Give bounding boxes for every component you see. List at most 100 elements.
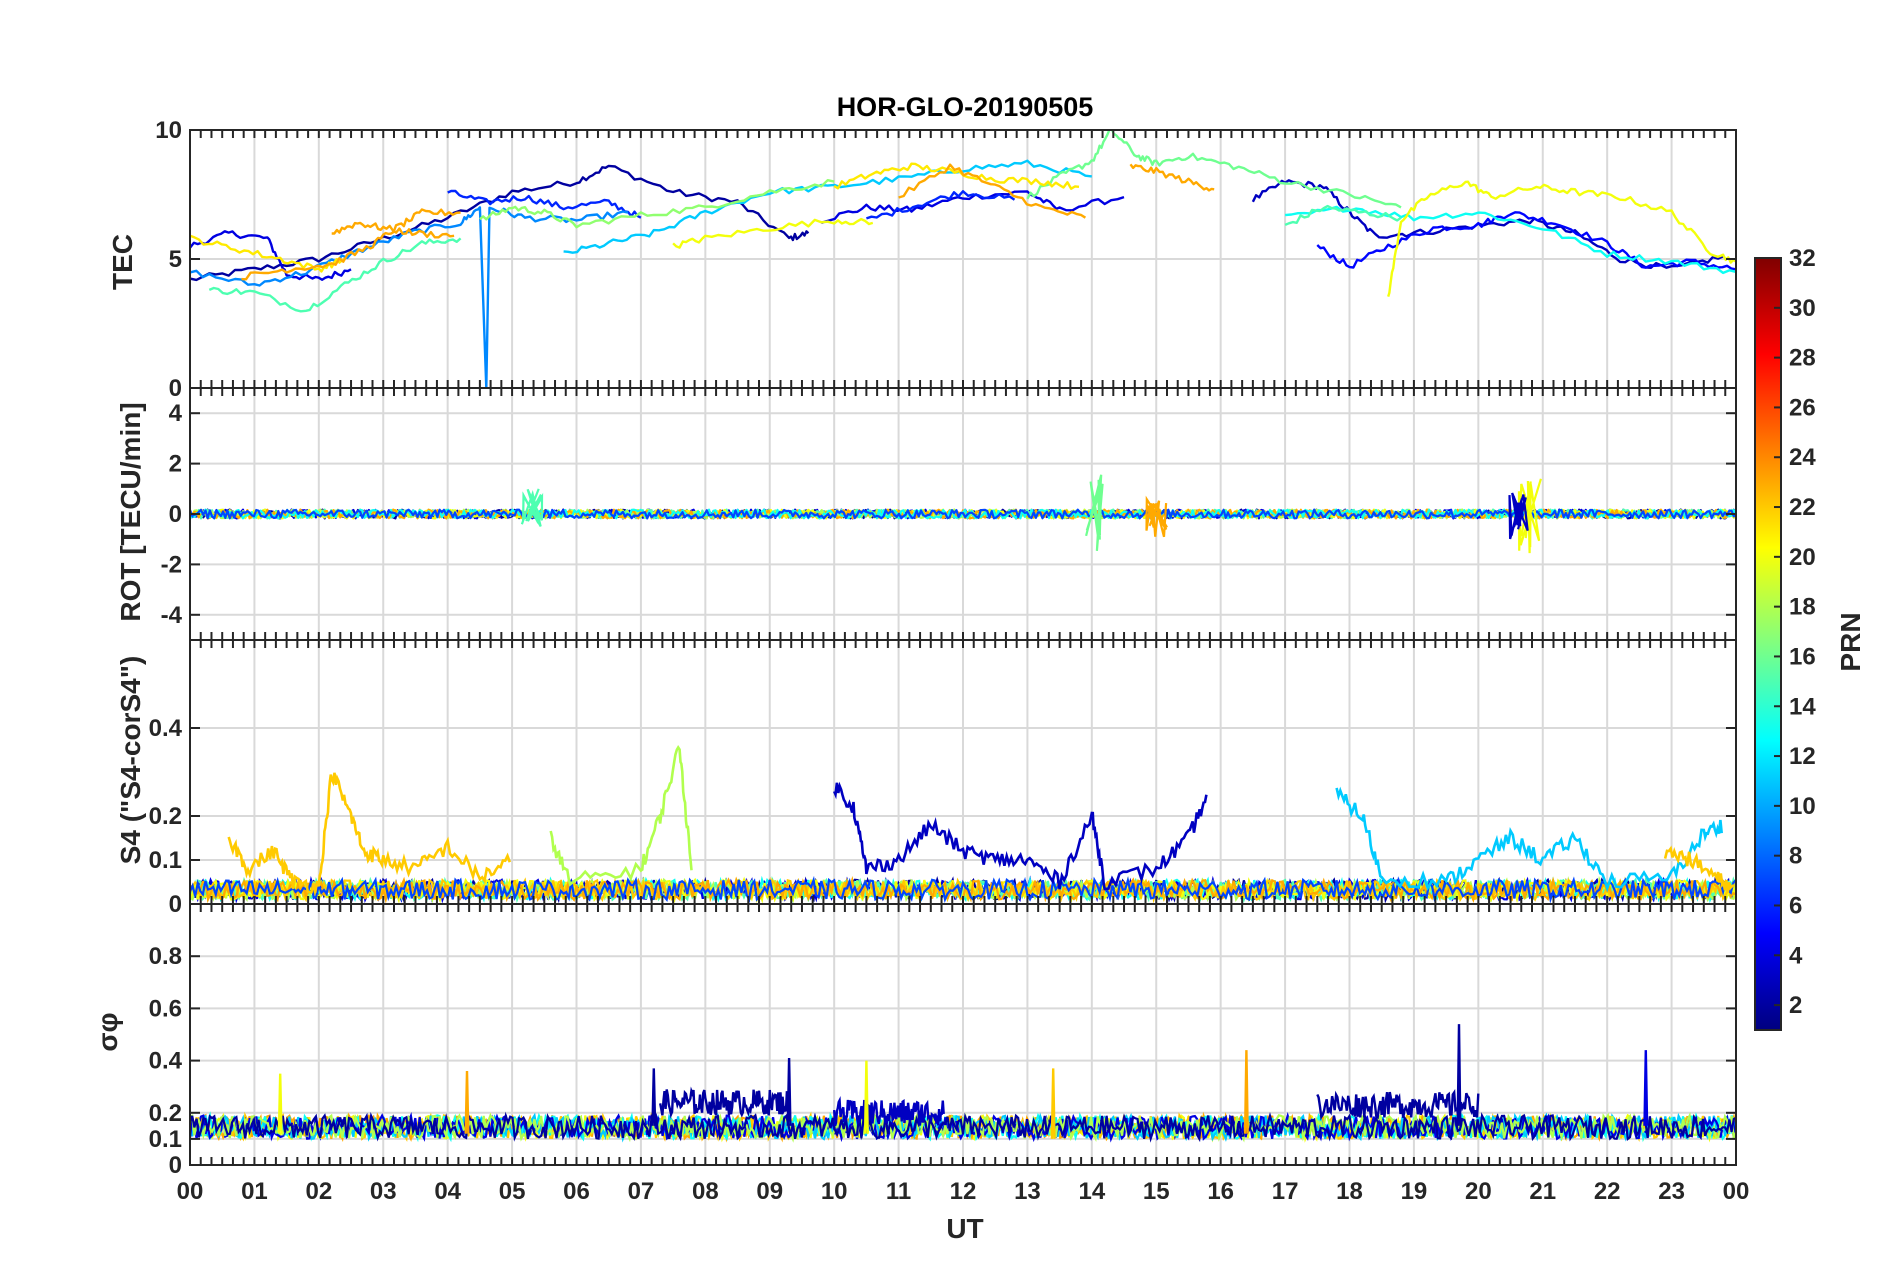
y-tick-label: 0.6: [149, 995, 182, 1022]
tec-ylabel: TEC: [107, 234, 138, 290]
tec-series-23: [1129, 163, 1215, 192]
colorbar-tick-label: 28: [1789, 345, 1816, 372]
x-tick-label: 01: [241, 1178, 268, 1205]
colorbar-tick-label: 12: [1789, 743, 1816, 770]
colorbar-tick-label: 20: [1789, 544, 1816, 571]
x-tick-label: 08: [692, 1178, 719, 1205]
panel-s4: 0 0.1 0.2 0.4: [149, 639, 1737, 918]
tec-series-13: [1284, 205, 1736, 275]
sigma-spike: [1050, 1068, 1056, 1139]
colorbar-tick-label: 16: [1789, 643, 1816, 670]
tec-series-15: [208, 237, 462, 313]
y-tick-label: 0.2: [149, 803, 182, 830]
x-tick-label: 00: [1723, 1178, 1750, 1205]
x-tick-label: 19: [1401, 1178, 1428, 1205]
rot-spike: [1517, 478, 1542, 554]
x-tick-label: 07: [628, 1178, 655, 1205]
y-tick-label: 5: [169, 246, 182, 273]
tec-series-6: [866, 190, 1016, 220]
x-tick-label: 11: [886, 1178, 911, 1205]
rot-spike: [1508, 492, 1529, 540]
colorbar-tick-label: 22: [1789, 494, 1816, 521]
colorbar-tick-label: 2: [1789, 992, 1802, 1019]
colorbar-tick-label: 6: [1789, 892, 1802, 919]
tec-series-4: [820, 190, 1125, 225]
colorbar-label: PRN: [1835, 612, 1866, 671]
y-tick-label: 0.4: [149, 1048, 183, 1075]
x-tick-label: 02: [305, 1178, 332, 1205]
y-tick-label: 0.8: [149, 943, 182, 970]
colorbar-tick-label: 32: [1789, 245, 1816, 272]
sigma-spike: [1643, 1050, 1649, 1126]
colorbar-tick-label: 4: [1789, 942, 1803, 969]
x-tick-label: 21: [1529, 1178, 1556, 1205]
colorbar-tick-label: 26: [1789, 394, 1816, 421]
sigma-spike: [786, 1057, 792, 1126]
y-tick-label: 10: [155, 117, 182, 144]
sigma-spike: [277, 1073, 283, 1134]
data-layer: [190, 1024, 1736, 1143]
x-tick-label: 06: [563, 1178, 590, 1205]
data-layer: [190, 130, 1736, 388]
x-tick-label: 05: [499, 1178, 526, 1205]
y-tick-label: 0: [169, 375, 182, 402]
sigma-block-3: [833, 1096, 945, 1127]
colorbar-tick-label: 18: [1789, 594, 1816, 621]
rot-spike: [1145, 495, 1168, 538]
colorbar-bar: [1754, 257, 1782, 1031]
y-tick-label: 2: [169, 451, 182, 478]
y-tick-label: 0.4: [149, 715, 183, 742]
tec-series-6: [447, 189, 642, 219]
tec-series-23: [241, 208, 461, 281]
colorbar-tick-label: 10: [1789, 793, 1816, 820]
tec-series-20: [672, 217, 874, 249]
x-tick-label: 15: [1143, 1178, 1170, 1205]
x-tick-label: 17: [1272, 1178, 1299, 1205]
tec-series-23: [898, 163, 1087, 219]
x-tick-label: 03: [370, 1178, 397, 1205]
x-tick-label: 00: [177, 1178, 204, 1205]
x-tick-label: 12: [950, 1178, 977, 1205]
y-tick-label: 0: [169, 1152, 182, 1179]
tec-series-17: [479, 179, 835, 229]
panel-rot: -4 -2 0 2 4: [161, 387, 1737, 641]
tec-series-20: [1387, 180, 1736, 297]
tec-series-2: [190, 164, 810, 282]
y-tick-label: 0.1: [149, 1126, 182, 1153]
tec-series-9: [190, 206, 629, 388]
colorbar-tick-label: 30: [1789, 295, 1816, 322]
s4-series-22: [1663, 845, 1735, 893]
rot-ylabel: ROT [TECU/min]: [115, 402, 146, 621]
sigma-spike: [1456, 1024, 1462, 1126]
y-tick-label: 0.2: [149, 1100, 182, 1127]
y-tick-label: 0: [169, 891, 182, 918]
y-tick-label: 0: [169, 501, 182, 528]
colorbar-tick-label: 24: [1789, 444, 1816, 471]
s4-ylabel: S4 ("S4-corS4"): [115, 656, 146, 865]
y-tick-label: 4: [169, 400, 183, 427]
x-tick-label: 18: [1336, 1178, 1363, 1205]
sigma-spike: [1243, 1050, 1249, 1134]
s4-series-18: [549, 745, 693, 887]
sigma-block-2: [659, 1086, 791, 1119]
x-tick-label: 14: [1078, 1178, 1105, 1205]
x-tick-label: 22: [1594, 1178, 1621, 1205]
panel-sigma_phi: 00.10.2 0.4 0.6 0.8 00 01 02 03 04 05 06 07 08 09 10 11…: [149, 903, 1750, 1205]
sigma-block-2: [1316, 1089, 1480, 1121]
rot-spike: [1085, 474, 1104, 551]
y-tick-label: -2: [161, 551, 182, 578]
y-tick-label: 0.1: [149, 847, 182, 874]
x-tick-label: 09: [756, 1178, 783, 1205]
sigma-phi-ylabel: σφ: [92, 1012, 123, 1051]
x-tick-label: 13: [1014, 1178, 1041, 1205]
tec-series-23: [331, 221, 455, 239]
s4-series-22: [227, 772, 512, 894]
tec-series-21: [833, 162, 1080, 190]
x-tick-label: 20: [1465, 1178, 1492, 1205]
rot-series-7: [190, 508, 1736, 520]
tec-series-11: [563, 159, 1092, 254]
rot-spike: [520, 488, 544, 527]
